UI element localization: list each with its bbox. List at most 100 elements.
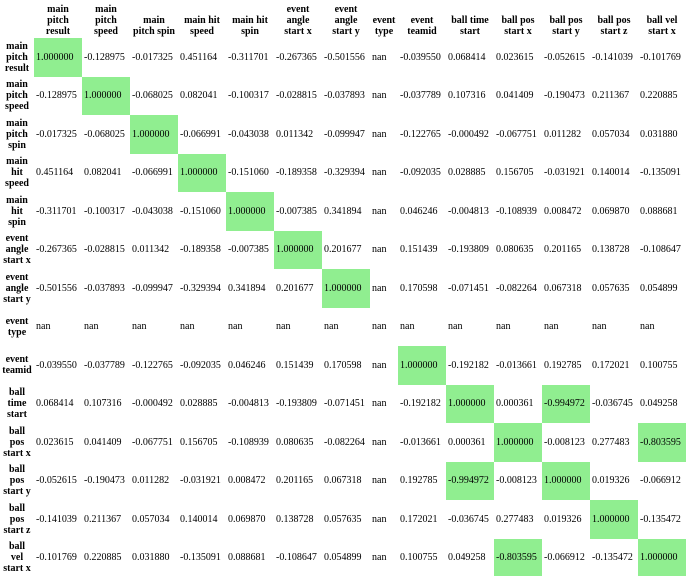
column-header: event type: [372, 15, 396, 37]
cell: 0.068414: [36, 398, 74, 410]
cell: 0.277483: [496, 513, 534, 525]
cell: nan: [372, 205, 387, 217]
cell: 0.069870: [592, 205, 630, 217]
row-header: ball vel start x: [3, 541, 31, 575]
cell: -0.052615: [544, 51, 585, 63]
cell: -0.031921: [544, 167, 585, 179]
column-header: event angle start y: [332, 4, 360, 37]
cell: -0.190473: [84, 475, 125, 487]
cell: 0.019326: [592, 475, 630, 487]
cell: 0.000361: [448, 436, 486, 448]
cell: -0.100317: [84, 205, 125, 217]
cell: nan: [372, 359, 387, 371]
cell: -0.135472: [640, 513, 681, 525]
row-header: ball pos start y: [3, 464, 31, 498]
row-header: ball time start: [7, 387, 27, 421]
cell: 0.057034: [132, 513, 170, 525]
cell: -0.122765: [400, 128, 441, 140]
cell: 0.138728: [592, 244, 630, 256]
table-row: ball vel start x -0.101769 0.220885 0.03188…: [0, 538, 686, 576]
cell: -0.017325: [132, 51, 173, 63]
table-row: main pitch result 1.000000 -0.128975 -0.017…: [0, 38, 686, 77]
cell: 0.151439: [400, 244, 438, 256]
column-header: ball time start: [451, 15, 489, 37]
cell: 0.451164: [36, 167, 74, 179]
cell: 0.088681: [640, 205, 678, 217]
cell: 0.082041: [84, 167, 122, 179]
cell: nan: [496, 321, 511, 333]
table-row: main hit speed 0.451164 0.082041 -0.066991 1…: [0, 153, 686, 192]
cell: nan: [372, 398, 387, 410]
cell: 0.100755: [640, 359, 678, 371]
cell: nan: [372, 282, 387, 294]
cell: -0.039550: [36, 359, 77, 371]
cell: -0.994972: [446, 461, 494, 500]
cell: 1.000000: [34, 38, 82, 77]
cell: -0.151060: [228, 167, 269, 179]
column-header: ball pos start z: [597, 15, 631, 37]
row-header: main hit spin: [6, 194, 28, 228]
cell: 0.140014: [180, 513, 218, 525]
table-row: ball pos start x 0.023615 0.041409 -0.06775…: [0, 423, 686, 462]
cell: -0.066991: [132, 167, 173, 179]
row-header: ball pos start x: [3, 425, 31, 459]
cell: -0.004813: [228, 398, 269, 410]
cell: nan: [372, 513, 387, 525]
table-row: ball time start 0.068414 0.107316 -0.000492…: [0, 384, 686, 423]
cell: 0.201677: [276, 282, 314, 294]
cell: 0.054899: [324, 552, 362, 564]
cell: -0.000492: [448, 128, 489, 140]
cell: nan: [132, 321, 147, 333]
cell: 1.000000: [130, 115, 178, 154]
cell: nan: [372, 475, 387, 487]
cell: 1.000000: [590, 500, 638, 539]
cell: 0.172021: [400, 513, 438, 525]
cell: -0.043038: [132, 205, 173, 217]
cell: 1.000000: [82, 76, 130, 115]
cell: 0.192785: [544, 359, 582, 371]
cell: 1.000000: [322, 269, 370, 308]
cell: -0.071451: [448, 282, 489, 294]
cell: -0.267365: [276, 51, 317, 63]
cell: -0.994972: [542, 384, 590, 423]
cell: -0.803595: [494, 538, 542, 576]
cell: -0.329394: [180, 282, 221, 294]
cell: -0.007385: [228, 244, 269, 256]
cell: 0.341894: [228, 282, 266, 294]
cell: -0.108647: [640, 244, 681, 256]
cell: 0.107316: [448, 90, 486, 102]
cell: 0.170598: [400, 282, 438, 294]
cell: -0.008123: [496, 475, 537, 487]
row-header: ball pos start z: [3, 502, 31, 536]
cell: nan: [640, 321, 655, 333]
column-header: event angle start x: [284, 4, 312, 37]
cell: 1.000000: [274, 230, 322, 269]
cell: nan: [36, 321, 51, 333]
cell: 0.028885: [448, 167, 486, 179]
cell: 0.138728: [276, 513, 314, 525]
column-header: main pitch spin: [133, 15, 175, 37]
table-row: main hit spin -0.311701 -0.100317 -0.043038…: [0, 192, 686, 231]
cell: -0.135091: [640, 167, 681, 179]
cell: 0.031880: [640, 128, 678, 140]
cell: 0.341894: [324, 205, 362, 217]
cell: -0.311701: [228, 51, 269, 63]
row-header: event type: [5, 315, 29, 338]
cell: -0.036745: [592, 398, 633, 410]
cell: nan: [180, 321, 195, 333]
cell: -0.189358: [276, 167, 317, 179]
cell: 0.008472: [544, 205, 582, 217]
cell: -0.007385: [276, 205, 317, 217]
cell: 0.156705: [180, 436, 218, 448]
cell: 0.088681: [228, 552, 266, 564]
cell: 0.028885: [180, 398, 218, 410]
cell: 0.211367: [592, 90, 630, 102]
cell: -0.192182: [400, 398, 441, 410]
column-header: ball vel start x: [646, 15, 678, 37]
table-row: main pitch spin -0.017325 -0.068025 1.00000…: [0, 115, 686, 154]
cell: 0.201165: [276, 475, 314, 487]
cell: 1.000000: [398, 346, 446, 385]
cell: 0.211367: [84, 513, 122, 525]
cell: 1.000000: [178, 153, 226, 192]
